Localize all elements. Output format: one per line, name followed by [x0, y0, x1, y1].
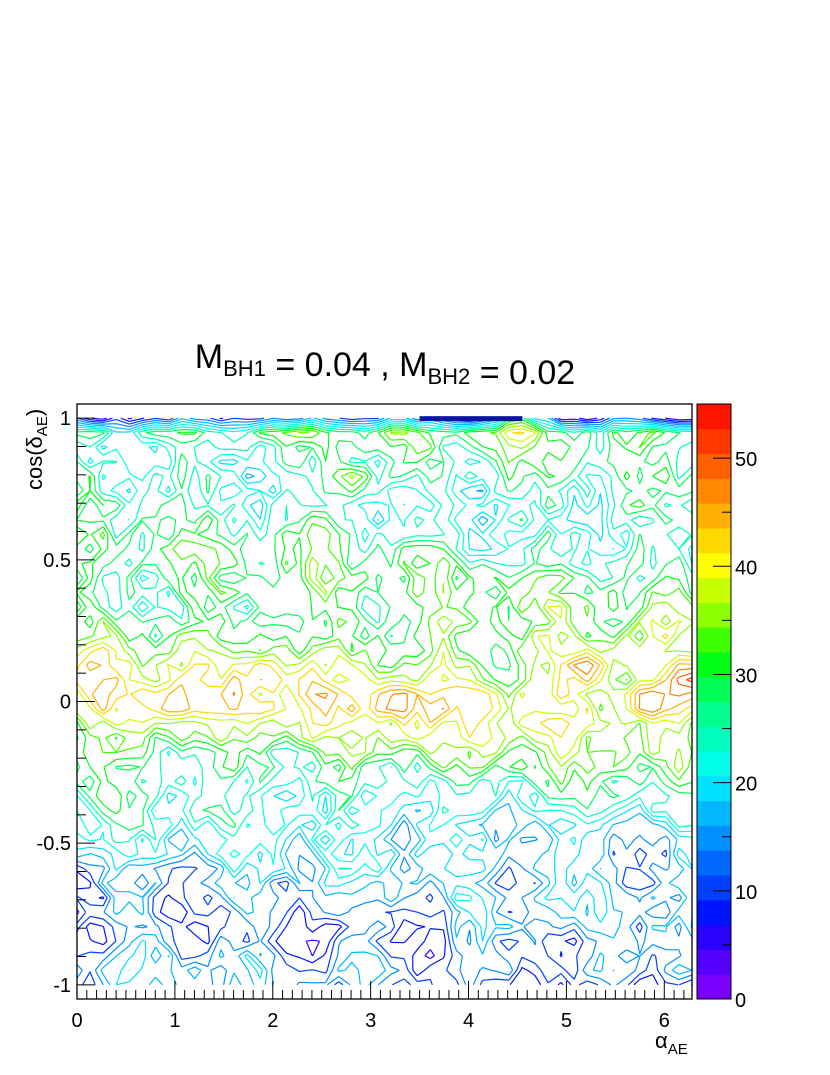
color-scale-label: 20 [735, 774, 757, 796]
x-tick-label: 2 [267, 1010, 278, 1032]
color-scale-swatch [697, 751, 731, 777]
color-scale-swatch [697, 428, 731, 455]
color-scale-label: 0 [735, 990, 746, 1012]
color-scale-swatch [697, 974, 731, 1000]
contour-level-6 [76, 417, 693, 986]
color-scale-swatch [697, 453, 731, 479]
color-scale-swatch [697, 602, 731, 628]
y-tick-label: -1 [53, 975, 71, 997]
y-tick-label: 1 [60, 408, 71, 430]
contour-level-10 [76, 417, 693, 831]
x-tick-label: 0 [71, 1010, 82, 1032]
contour-level-4 [76, 417, 693, 986]
color-scale-swatch [697, 825, 731, 851]
y-axis: -1 -0.5 0 0.5 1 [37, 408, 95, 997]
y-tick-label: -0.5 [37, 833, 71, 855]
y-axis-label: cos(δAE) [22, 409, 51, 490]
x-tick-label: 4 [463, 1010, 474, 1032]
contour-level-7 [76, 417, 693, 986]
title-text: MBH1 = 0.04 , MBH2 = 0.02 [195, 338, 575, 392]
color-scale-swatch [697, 924, 731, 950]
color-scale-swatch [697, 552, 731, 579]
contour-level-9 [76, 417, 693, 870]
color-scale-swatch [697, 775, 731, 802]
contour-band [419, 416, 523, 422]
color-scale-swatch [697, 899, 731, 926]
color-scale-swatch [697, 800, 731, 826]
contour-level-16 [85, 656, 693, 723]
color-scale-swatch [697, 527, 731, 554]
contour-level-18 [586, 664, 693, 688]
color-scale-swatch [697, 875, 731, 901]
color-scale-swatch [697, 577, 731, 603]
color-scale-swatch [697, 627, 731, 653]
x-tick-label: 5 [561, 1010, 572, 1032]
color-scale-swatch [697, 404, 731, 430]
color-scale-swatch [697, 503, 731, 529]
contour-level-13 [76, 425, 693, 773]
contour-level-3 [76, 417, 693, 986]
y-tick-label: 0 [60, 692, 71, 714]
color-scale-swatch [697, 850, 731, 876]
contour-level-17 [232, 660, 693, 713]
contour-level-19 [686, 677, 693, 683]
contour-level-11 [76, 418, 693, 815]
color-scale-label: 30 [735, 665, 757, 687]
color-scale-swatch [697, 701, 731, 727]
contour-level-14 [76, 428, 693, 760]
color-scale-swatch [697, 676, 731, 702]
color-scale-swatch [697, 949, 731, 975]
color-scale-label: 10 [735, 882, 757, 904]
x-tick-label: 3 [365, 1010, 376, 1032]
x-axis: 0 1 2 3 4 5 6 [71, 981, 685, 1032]
color-scale-label: 40 [735, 557, 757, 579]
y-tick-label: 0.5 [43, 550, 71, 572]
contour-level-5 [76, 417, 693, 986]
contour-level-8 [76, 417, 693, 972]
color-scale-swatch [697, 726, 731, 752]
color-scale-swatch [697, 651, 731, 678]
color-scale: 0 10 20 30 40 50 [696, 403, 757, 1012]
x-tick-label: 6 [659, 1010, 670, 1032]
color-scale-swatch [697, 478, 731, 504]
chart-title: MBH1 = 0.04 , MBH2 = 0.02 [195, 338, 575, 392]
contour-lines [76, 416, 693, 986]
x-tick-label: 1 [169, 1010, 180, 1032]
contour-level-12 [76, 421, 693, 785]
x-axis-label: αAE [655, 1028, 688, 1058]
contour-level-15 [76, 431, 693, 738]
color-scale-label: 50 [735, 449, 757, 471]
